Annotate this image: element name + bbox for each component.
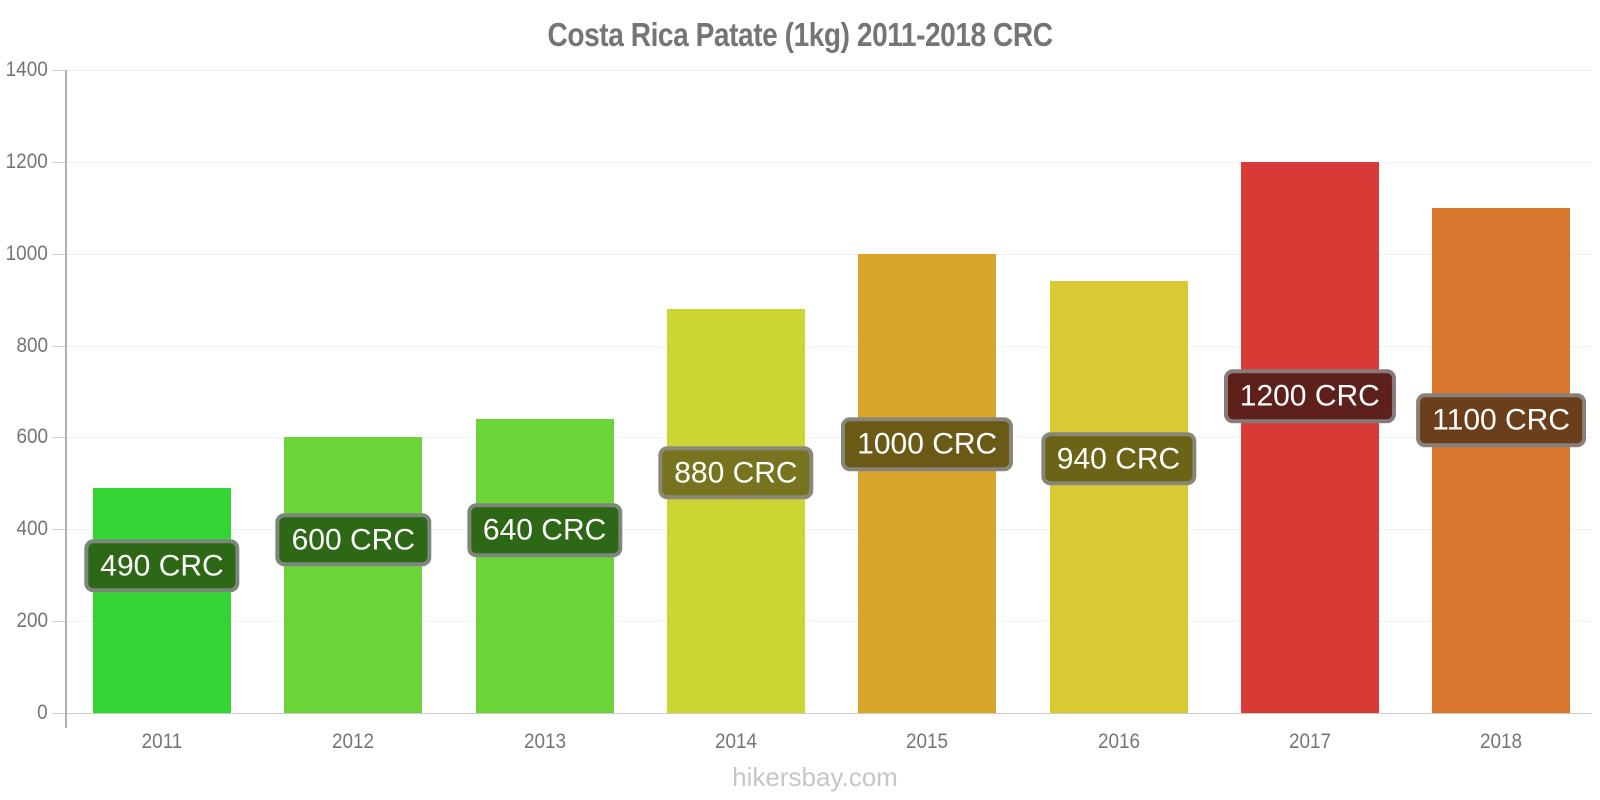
gridline-1400	[66, 70, 1592, 71]
bar-2015[interactable]	[858, 253, 997, 713]
y-axis-label-200: 200	[16, 609, 48, 633]
gridline-800	[66, 345, 1592, 347]
x-axis-line	[66, 713, 1592, 714]
gridline-200	[66, 621, 1592, 623]
x-axis-label-2018: 2018	[1480, 730, 1523, 753]
y-axis-line	[65, 70, 67, 728]
x-axis-label-2011: 2011	[141, 730, 183, 753]
bar-2012[interactable]	[284, 437, 423, 713]
bar-2017[interactable]	[1240, 161, 1379, 713]
y-axis-label-0: 0	[37, 701, 48, 724]
gridline-1200	[66, 161, 1592, 163]
watermark: hikersbay.com	[732, 762, 898, 792]
bar-value-label-2014: 880 CRC	[658, 446, 814, 500]
y-axis-tick-1200	[52, 161, 66, 163]
y-axis-label-600: 600	[16, 425, 48, 449]
bar-value-label-2012: 600 CRC	[275, 512, 431, 567]
gridline-600	[66, 437, 1592, 439]
y-axis-tick-1000	[52, 253, 66, 255]
y-axis-tick-800	[52, 345, 66, 347]
bar-value-label-2018: 1100 CRC	[1416, 393, 1587, 448]
bar-2013[interactable]	[475, 419, 614, 713]
chart-title-text: Costa Rica Patate (1kg) 2011-2018 CRC	[547, 16, 1053, 53]
bar-value-label-2013: 640 CRC	[466, 503, 623, 557]
x-axis-label-2012: 2012	[332, 730, 375, 753]
x-axis-label-2015: 2015	[906, 730, 949, 753]
y-axis-label-1000: 1000	[5, 241, 48, 265]
gridline-1000	[66, 253, 1592, 255]
bar-value-label-2015: 1000 CRC	[841, 417, 1014, 471]
bar-2014[interactable]	[666, 308, 805, 713]
x-axis-label-2016: 2016	[1097, 730, 1140, 753]
y-axis-tick-200	[52, 621, 66, 623]
bar-2011[interactable]	[93, 487, 231, 713]
x-axis-label-2013: 2013	[523, 730, 566, 753]
gridline-400	[66, 529, 1592, 531]
bar-value-label-2016: 940 CRC	[1040, 431, 1197, 486]
bar-2016[interactable]	[1049, 281, 1188, 713]
y-axis-label-1200: 1200	[5, 149, 48, 173]
y-axis-label-1400: 1400	[5, 58, 48, 81]
y-axis-tick-1400	[52, 70, 66, 71]
bar-2018[interactable]	[1432, 207, 1571, 713]
y-axis-tick-400	[52, 529, 66, 531]
y-axis-tick-0	[52, 713, 66, 714]
x-axis-label-2014: 2014	[714, 730, 757, 753]
x-axis-label-2017: 2017	[1288, 730, 1331, 753]
bar-value-label-2011: 490 CRC	[84, 539, 240, 593]
bar-value-label-2017: 1200 CRC	[1223, 369, 1396, 424]
y-axis-label-400: 400	[16, 517, 48, 541]
y-axis-label-800: 800	[16, 333, 48, 357]
y-axis-tick-600	[52, 437, 66, 439]
chart-title: Costa Rica Patate (1kg) 2011-2018 CRC	[0, 16, 1600, 54]
